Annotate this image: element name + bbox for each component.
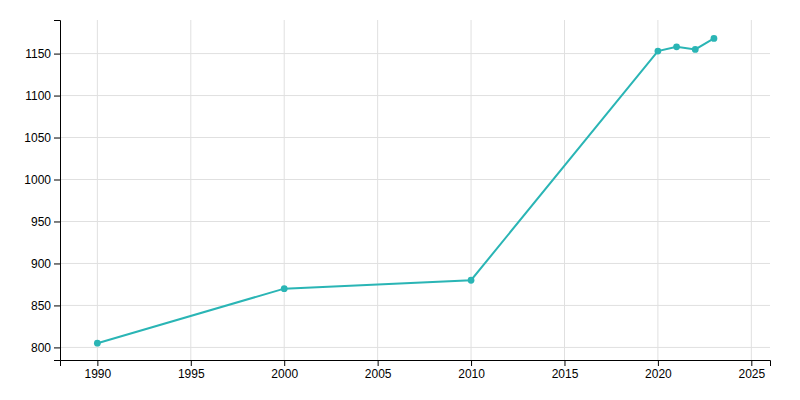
tick-label: 2000	[271, 367, 298, 381]
point	[673, 43, 680, 50]
tick-mark	[191, 360, 192, 366]
tick: 2015	[552, 360, 579, 381]
tick: 800	[31, 341, 60, 355]
point	[281, 285, 288, 292]
tick: 2025	[738, 360, 765, 381]
tick-mark	[54, 54, 60, 55]
tick-mark	[751, 360, 752, 366]
grid-line-x	[377, 20, 378, 360]
tick: 850	[31, 299, 60, 313]
grid-line-y	[60, 305, 770, 306]
tick-mark	[378, 360, 379, 366]
grid-line-y	[60, 95, 770, 96]
tick-label: 2015	[552, 367, 579, 381]
tick-mark	[54, 138, 60, 139]
tick-mark	[471, 360, 472, 366]
axis-line	[54, 21, 61, 361]
tick-label: 2020	[645, 367, 672, 381]
tick-mark	[284, 360, 285, 366]
tick-mark	[54, 305, 60, 306]
point	[94, 340, 101, 347]
tick-label: 2010	[458, 367, 485, 381]
grid-line-y	[60, 347, 770, 348]
grid-line-x	[284, 20, 285, 360]
tick: 1000	[24, 173, 60, 187]
tick: 950	[31, 215, 60, 229]
tick-label: 950	[31, 215, 51, 229]
point	[711, 35, 718, 42]
grid	[60, 20, 770, 360]
tick: 1050	[24, 131, 60, 145]
grid-line-x	[564, 20, 565, 360]
tick-label: 2025	[738, 367, 765, 381]
tick: 1995	[178, 360, 205, 381]
tick: 2000	[271, 360, 298, 381]
tick: 1150	[25, 47, 60, 61]
tick: 2020	[645, 360, 672, 381]
grid-line-y	[60, 221, 770, 222]
tick-label: 1100	[25, 89, 51, 103]
plot-area: 1990 1995 2000 2005 2010 2015 2020 2025 800 850 90…	[24, 20, 770, 381]
tick-label: 850	[31, 299, 51, 313]
tick: 900	[31, 257, 60, 271]
tick-mark	[97, 360, 98, 366]
grid-line-y	[60, 179, 770, 180]
point	[692, 46, 699, 53]
tick-label: 1000	[24, 173, 51, 187]
grid-line-x	[471, 20, 472, 360]
tick-mark	[54, 96, 60, 97]
tick: 1990	[85, 360, 112, 381]
axis-line	[61, 361, 771, 367]
tick-mark	[54, 347, 60, 348]
tick-label: 1995	[178, 367, 205, 381]
tick-mark	[54, 263, 60, 264]
x-axis: 1990 1995 2000 2005 2010 2015 2020 2025	[61, 360, 771, 381]
tick: 2010	[458, 360, 485, 381]
tick: 2005	[365, 360, 392, 381]
grid-line-y	[60, 53, 770, 54]
grid-line-x	[751, 20, 752, 360]
tick-mark	[54, 221, 60, 222]
y-axis: 800 850 900 950 1000 1050 1100 1150	[24, 21, 60, 361]
point	[468, 277, 475, 284]
tick: 1100	[25, 89, 60, 103]
tick-label: 1050	[24, 131, 51, 145]
chart: 1990 1995 2000 2005 2010 2015 2020 2025 800 850 90…	[0, 0, 800, 400]
series-line	[97, 38, 714, 343]
tick-label: 800	[31, 341, 51, 355]
grid-line-y	[60, 137, 770, 138]
tick-label: 1990	[85, 367, 112, 381]
grid-line-x	[190, 20, 191, 360]
tick-label: 1150	[25, 47, 51, 61]
marks	[94, 35, 717, 347]
tick-mark	[54, 180, 60, 181]
tick-mark	[564, 360, 565, 366]
tick-label: 2005	[365, 367, 392, 381]
grid-line-x	[97, 20, 98, 360]
point	[655, 48, 662, 55]
tick-mark	[658, 360, 659, 366]
grid-line-y	[60, 263, 770, 264]
tick-label: 900	[31, 257, 51, 271]
grid-line-x	[657, 20, 658, 360]
